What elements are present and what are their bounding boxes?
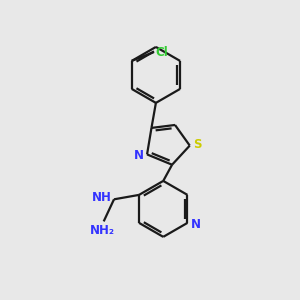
Text: N: N (134, 149, 143, 162)
Text: N: N (191, 218, 201, 231)
Text: Cl: Cl (155, 46, 168, 59)
Text: NH₂: NH₂ (90, 224, 115, 237)
Text: NH: NH (92, 191, 112, 204)
Text: S: S (193, 138, 202, 151)
